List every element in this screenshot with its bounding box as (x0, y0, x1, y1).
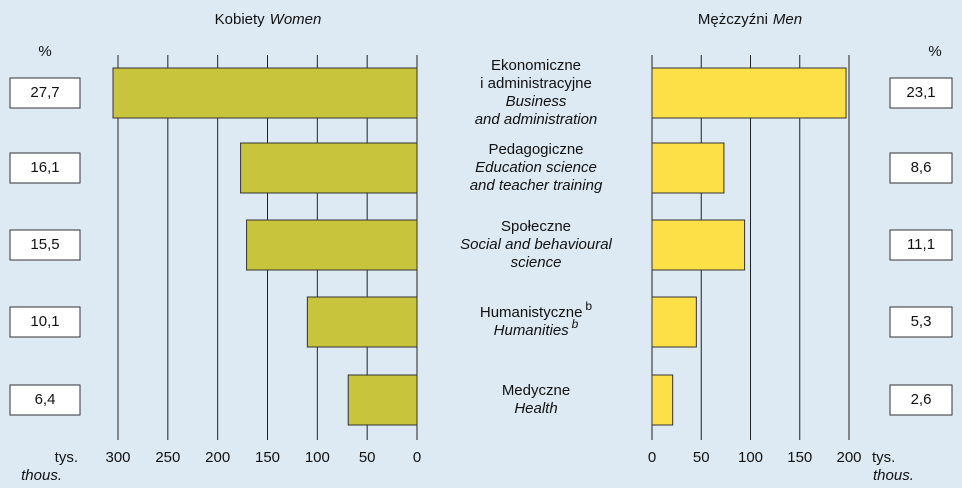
percent-unit: % (38, 43, 51, 60)
category-label: and administration (475, 111, 598, 128)
percent-box (9, 229, 81, 261)
category-text: Medyczne (502, 382, 570, 399)
category-label: Social and behavioural (460, 236, 612, 253)
category-text: Ekonomiczne (491, 57, 581, 74)
percent-label: 23,1 (906, 84, 935, 101)
series-title: Mężczyźni Men (698, 11, 802, 28)
bar (347, 374, 418, 426)
percent-label: 16,1 (30, 159, 59, 176)
bar (651, 296, 697, 348)
percent-label: 8,6 (911, 159, 932, 176)
category-text: science (511, 254, 562, 271)
percent-box (889, 152, 953, 184)
category-label: i administracyjne (480, 75, 592, 92)
footnote-mark: b (585, 299, 592, 313)
x-tick-label: 50 (359, 449, 376, 466)
series-name-en: Men (773, 11, 802, 28)
x-tick-label: 0 (648, 449, 656, 466)
bar (240, 142, 418, 194)
x-tick-label: 200 (205, 449, 230, 466)
percent-unit: % (928, 43, 941, 60)
percent-box (9, 306, 81, 338)
x-tick-label: 100 (738, 449, 763, 466)
percent-box (9, 152, 81, 184)
category-label: Education science (475, 159, 597, 176)
x-tick-label: 0 (413, 449, 421, 466)
category-text: Education science (475, 159, 597, 176)
category-label: Health (514, 400, 557, 417)
category-label: science (511, 254, 562, 271)
bar (651, 142, 725, 194)
series-name: Mężczyźni (698, 11, 768, 28)
x-tick-label: 200 (836, 449, 861, 466)
x-tick-label: 300 (105, 449, 130, 466)
category-text: Humanistyczne (480, 304, 583, 321)
unit-label: tys. (55, 449, 78, 466)
percent-label: 15,5 (30, 236, 59, 253)
category-text: Health (514, 400, 557, 417)
percent-box (9, 384, 81, 416)
bar (651, 67, 847, 119)
category-label: Pedagogiczne (488, 141, 583, 158)
category-label: Społeczne (501, 218, 571, 235)
percent-box (9, 77, 81, 109)
category-text: and teacher training (470, 177, 603, 194)
category-label: Business (506, 93, 567, 110)
category-label: Humanities b (494, 317, 579, 339)
category-label: Humanistyczne b (480, 299, 593, 321)
category-text: and administration (475, 111, 598, 128)
percent-label: 2,6 (911, 391, 932, 408)
x-tick-label: 50 (693, 449, 710, 466)
category-label: Ekonomiczne (491, 57, 581, 74)
category-label: Medyczne (502, 382, 570, 399)
unit-label-en: thous. (873, 467, 914, 484)
unit-label-en: thous. (21, 467, 62, 484)
percent-label: 27,7 (30, 84, 59, 101)
footnote-mark: b (572, 317, 579, 331)
bar (306, 296, 418, 348)
category-text: Social and behavioural (460, 236, 612, 253)
category-text: Społeczne (501, 218, 571, 235)
bar (651, 219, 746, 271)
percent-label: 6,4 (35, 391, 56, 408)
category-text: Business (506, 93, 567, 110)
percent-box (889, 306, 953, 338)
category-text: Humanities (494, 322, 570, 339)
percent-label: 10,1 (30, 313, 59, 330)
x-tick-label: 150 (787, 449, 812, 466)
x-tick-label: 250 (155, 449, 180, 466)
percent-label: 11,1 (907, 236, 935, 253)
x-tick-label: 100 (305, 449, 330, 466)
series-title: Kobiety Women (215, 11, 322, 28)
percent-box (889, 77, 953, 109)
unit-label: tys. (872, 449, 895, 466)
x-tick-label: 150 (255, 449, 280, 466)
category-label: and teacher training (470, 177, 603, 194)
series-name-en: Women (270, 11, 322, 28)
bar (112, 67, 418, 119)
category-text: Pedagogiczne (488, 141, 583, 158)
bar (246, 219, 418, 271)
bar (651, 374, 674, 426)
percent-label: 5,3 (911, 313, 932, 330)
percent-box (889, 384, 953, 416)
category-text: i administracyjne (480, 75, 592, 92)
series-name: Kobiety (215, 11, 266, 28)
percent-box (889, 229, 953, 261)
